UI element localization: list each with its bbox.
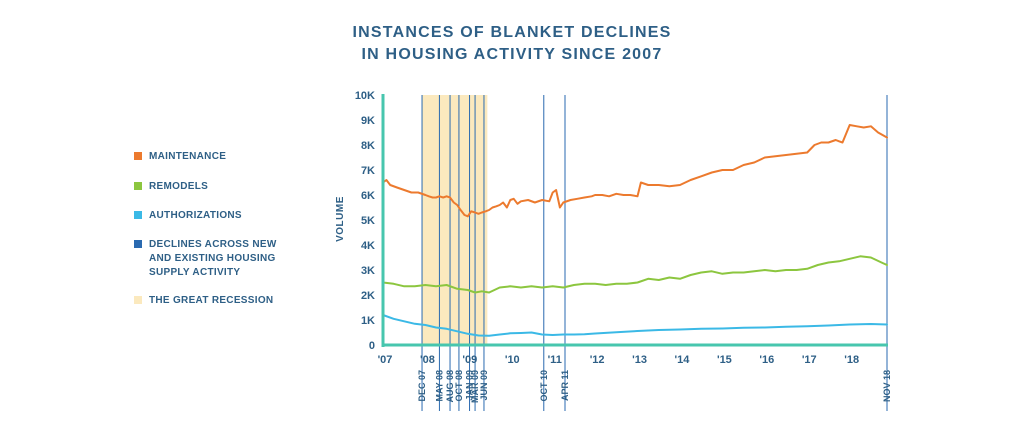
y-tick-label: 7K: [361, 165, 375, 177]
x-tick-label: '10: [505, 354, 520, 366]
y-tick-label: 10K: [355, 90, 375, 102]
x-tick-label: '11: [548, 354, 562, 366]
x-tick-label: '14: [675, 354, 691, 366]
x-tick-label: '16: [759, 354, 774, 366]
decline-marker-label: OCT 10: [539, 370, 549, 402]
x-tick-label: '13: [632, 354, 647, 366]
x-tick-label: '07: [378, 354, 393, 366]
decline-marker-label: MAY 08: [434, 370, 444, 402]
decline-markers-layer: [422, 95, 887, 411]
recession-band-layer: [422, 95, 487, 345]
y-tick-label: 2K: [361, 290, 375, 302]
recession-band: [422, 95, 487, 345]
x-tick-label: '17: [802, 354, 817, 366]
decline-marker-label: OCT 08: [454, 370, 464, 402]
decline-marker-label: NOV 18: [882, 370, 892, 402]
x-tick-label: '12: [590, 354, 605, 366]
x-tick-label: '08: [420, 354, 435, 366]
y-tick-label: 4K: [361, 240, 375, 252]
x-tick-label: '09: [462, 354, 477, 366]
decline-marker-label: JUN 09: [479, 370, 489, 401]
y-tick-label: 0: [369, 340, 375, 352]
decline-marker-label: APR 11: [560, 370, 570, 401]
x-tick-label: '15: [717, 354, 732, 366]
y-tick-label: 5K: [361, 215, 375, 227]
y-tick-label: 9K: [361, 115, 375, 127]
y-tick-label: 3K: [361, 265, 375, 277]
y-axis-label: VOLUME: [335, 196, 346, 242]
y-tick-label: 8K: [361, 140, 375, 152]
y-tick-label: 6K: [361, 190, 375, 202]
x-tick-label: '18: [844, 354, 859, 366]
decline-marker-label: DEC 07: [417, 370, 427, 402]
y-tick-label: 1K: [361, 315, 375, 327]
